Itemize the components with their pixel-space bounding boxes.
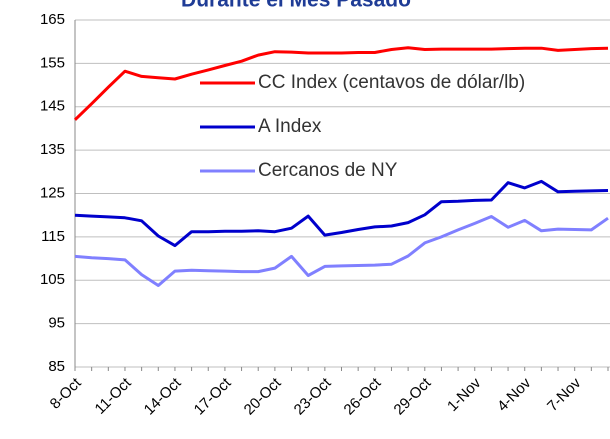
x-tick-label: 11-Oct [92, 374, 136, 418]
x-tick-label: 20-Oct [241, 374, 285, 418]
legend-label: CC Index (centavos de dólar/lb) [258, 72, 525, 93]
chart-title: Durante el Mes Pasado [181, 0, 411, 12]
x-tick-label: 26-Oct [341, 374, 385, 418]
x-tick-label: 7-Nov [544, 374, 585, 415]
legend-label: Cercanos de NY [258, 160, 398, 181]
y-tick-label: 85 [48, 358, 65, 375]
line-series [74, 179, 609, 248]
y-tick-label: 115 [41, 228, 65, 245]
y-tick-label: 95 [48, 315, 65, 332]
x-tick-label: 1-Nov [444, 374, 485, 415]
legend-label: A Index [258, 116, 322, 137]
y-tick-label: 165 [40, 11, 65, 28]
line-series [74, 215, 609, 287]
x-tick-label: 23-Oct [291, 374, 335, 418]
x-tick-label: 8-Oct [47, 374, 86, 413]
x-tick-label: 4-Nov [494, 374, 535, 415]
y-tick-label: 105 [40, 271, 65, 288]
x-tick-label: 17-Oct [191, 374, 235, 418]
x-tick-label: 14-Oct [141, 374, 185, 418]
y-tick-label: 155 [40, 54, 65, 71]
line-series [73, 46, 609, 121]
y-tick-label: 125 [40, 184, 65, 201]
y-tick-label: 145 [40, 98, 65, 115]
y-tick-label: 135 [40, 141, 65, 158]
x-tick-label: 29-Oct [391, 374, 435, 418]
